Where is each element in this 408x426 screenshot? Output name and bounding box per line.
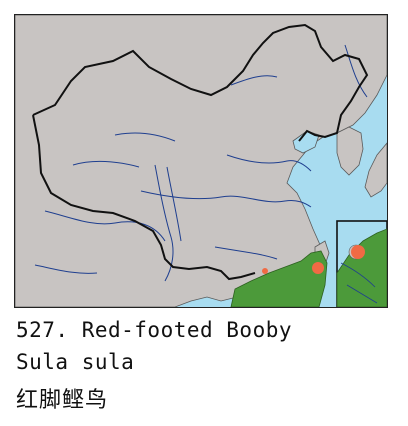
japan xyxy=(364,142,387,198)
range-area xyxy=(230,250,328,307)
inset-south-china-sea xyxy=(336,220,387,307)
range-map xyxy=(14,14,388,308)
record-point xyxy=(262,268,268,274)
rivers xyxy=(34,44,368,282)
record-point xyxy=(351,245,365,259)
map-svg xyxy=(15,15,387,307)
national-border xyxy=(32,23,369,281)
species-number-common-name: 527. Red-footed Booby xyxy=(16,318,293,342)
korea xyxy=(336,126,364,176)
record-point xyxy=(312,262,324,274)
landmass xyxy=(15,15,387,307)
species-chinese-name: 红脚鲣鸟 xyxy=(16,388,109,413)
species-scientific-name: Sula sula xyxy=(16,350,135,374)
